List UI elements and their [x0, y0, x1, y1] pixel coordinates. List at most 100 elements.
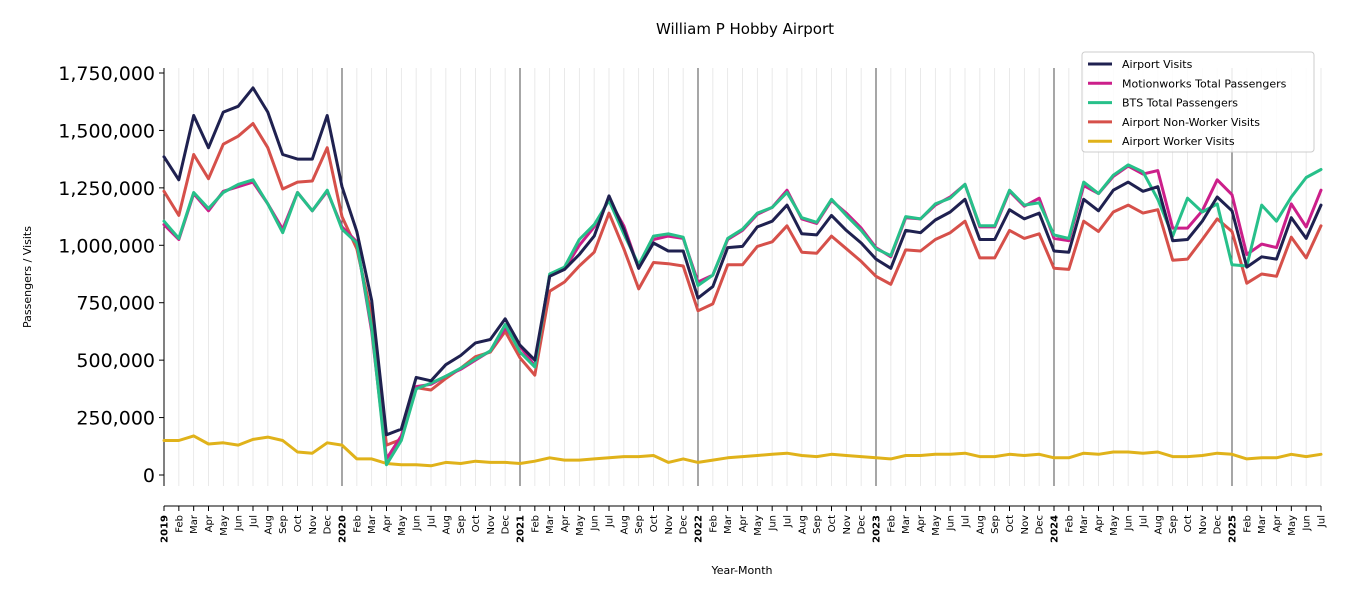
x-tick-label: Dec — [1035, 515, 1046, 534]
x-tick-label: May — [1287, 515, 1298, 536]
y-axis-label: Passengers / Visits — [21, 226, 34, 328]
x-tick-label: Nov — [486, 515, 497, 535]
legend-label: BTS Total Passengers — [1122, 97, 1238, 110]
x-tick-label: Apr — [1272, 514, 1283, 532]
y-tick-label: 500,000 — [76, 350, 155, 372]
x-tick-label: 2024 — [1050, 515, 1061, 543]
x-tick-label: Jul — [1317, 515, 1328, 528]
x-tick-label: Aug — [1153, 515, 1164, 535]
x-tick-label: Mar — [723, 514, 734, 534]
x-tick-label: Jul — [1139, 515, 1150, 528]
x-tick-label: Oct — [649, 515, 660, 532]
x-tick-label: Apr — [916, 514, 927, 532]
y-tick-label: 1,750,000 — [58, 63, 155, 85]
x-tick-label: Jul — [783, 515, 794, 528]
x-tick-label: Feb — [708, 515, 719, 533]
x-tick-label: Jun — [234, 515, 245, 532]
y-tick-label: 750,000 — [76, 293, 155, 315]
series-line-airport-worker-visits — [162, 434, 1323, 468]
x-tick-label: Oct — [1183, 515, 1194, 532]
x-tick-label: Sep — [456, 515, 467, 534]
y-tick-label: 1,250,000 — [58, 178, 155, 200]
x-tick-label: Jun — [1124, 515, 1135, 532]
x-tick-label: Dec — [857, 515, 868, 534]
x-tick-label: Jul — [605, 515, 616, 528]
x-tick-label: Mar — [1257, 514, 1268, 534]
x-tick-label: 2022 — [694, 515, 705, 543]
x-tick-label: Mar — [545, 514, 556, 534]
x-tick-label: Apr — [560, 514, 571, 532]
x-tick-label: Aug — [263, 515, 274, 535]
chart-title: William P Hobby Airport — [656, 20, 834, 38]
x-tick-label: Apr — [204, 514, 215, 532]
x-tick-label: Feb — [530, 515, 541, 533]
x-tick-label: Mar — [901, 514, 912, 534]
x-tick-label: Apr — [1094, 514, 1105, 532]
x-tick-label: Mar — [1079, 514, 1090, 534]
x-tick-label: 2019 — [160, 515, 171, 543]
legend-label: Airport Non-Worker Visits — [1122, 116, 1260, 129]
y-tick-label: 250,000 — [76, 408, 155, 430]
x-tick-label: May — [931, 515, 942, 536]
x-tick-label: Sep — [812, 515, 823, 534]
x-tick-label: Jul — [249, 515, 260, 528]
x-tick-label: 2023 — [872, 515, 883, 543]
x-tick-label: Nov — [1198, 515, 1209, 535]
x-tick-label: 2021 — [516, 515, 527, 543]
x-tick-label: Sep — [990, 515, 1001, 534]
x-tick-label: Aug — [797, 515, 808, 535]
series-line-airport-visits — [162, 86, 1323, 437]
x-tick-label: Jun — [412, 515, 423, 532]
x-tick-label: Jun — [590, 515, 601, 532]
x-tick-label: Jun — [1302, 515, 1313, 532]
x-tick-label: Jul — [961, 515, 972, 528]
x-tick-label: Feb — [886, 515, 897, 533]
y-tick-label: 1,500,000 — [58, 120, 155, 142]
x-tick-label: 2025 — [1228, 515, 1239, 543]
x-tick-label: Dec — [679, 515, 690, 534]
x-tick-label: Apr — [382, 514, 393, 532]
x-tick-label: Oct — [293, 515, 304, 532]
x-tick-label: Apr — [738, 514, 749, 532]
x-tick-label: Sep — [1168, 515, 1179, 534]
x-tick-label: Nov — [664, 515, 675, 535]
x-tick-label: Oct — [827, 515, 838, 532]
x-tick-label: May — [219, 515, 230, 536]
series-lines — [162, 86, 1323, 468]
x-tick-label: Jul — [427, 515, 438, 528]
x-tick-label: Mar — [189, 514, 200, 534]
y-tick-label: 1,000,000 — [58, 235, 155, 257]
series-line-bts-total-passengers — [162, 163, 1323, 467]
axes: 0 250,000 500,000 750,000 1,000,000 1,250,000… — [58, 63, 1327, 543]
legend-label: Motionworks Total Passengers — [1122, 77, 1287, 90]
x-tick-label: 2020 — [338, 515, 349, 543]
x-tick-label: Jun — [768, 515, 779, 532]
x-tick-label: May — [575, 515, 586, 536]
x-tick-label: Oct — [471, 515, 482, 532]
legend-box — [1081, 51, 1315, 153]
legend-label: Airport Visits — [1122, 58, 1193, 71]
x-tick-label: Oct — [1005, 515, 1016, 532]
y-tick-label: 0 — [143, 465, 155, 487]
x-tick-label: May — [1109, 515, 1120, 536]
x-tick-label: May — [753, 515, 764, 536]
x-tick-label: Feb — [352, 515, 363, 533]
legend-label: Airport Worker Visits — [1122, 135, 1235, 148]
x-tick-label: Aug — [619, 515, 630, 535]
x-tick-label: Dec — [501, 515, 512, 534]
x-tick-label: Jun — [946, 515, 957, 532]
x-tick-label: Aug — [975, 515, 986, 535]
x-tick-label: Sep — [634, 515, 645, 534]
x-tick-label: Nov — [1020, 515, 1031, 535]
x-tick-label: Mar — [367, 514, 378, 534]
x-tick-label: Nov — [842, 515, 853, 535]
x-tick-label: Sep — [278, 515, 289, 534]
x-tick-label: Dec — [323, 515, 334, 534]
x-tick-label: Feb — [1064, 515, 1075, 533]
x-tick-label: Dec — [1213, 515, 1224, 534]
legend: Airport Visits Motionworks Total Passenge… — [1081, 51, 1315, 153]
x-tick-label: Feb — [174, 515, 185, 533]
x-tick-label: Nov — [308, 515, 319, 535]
